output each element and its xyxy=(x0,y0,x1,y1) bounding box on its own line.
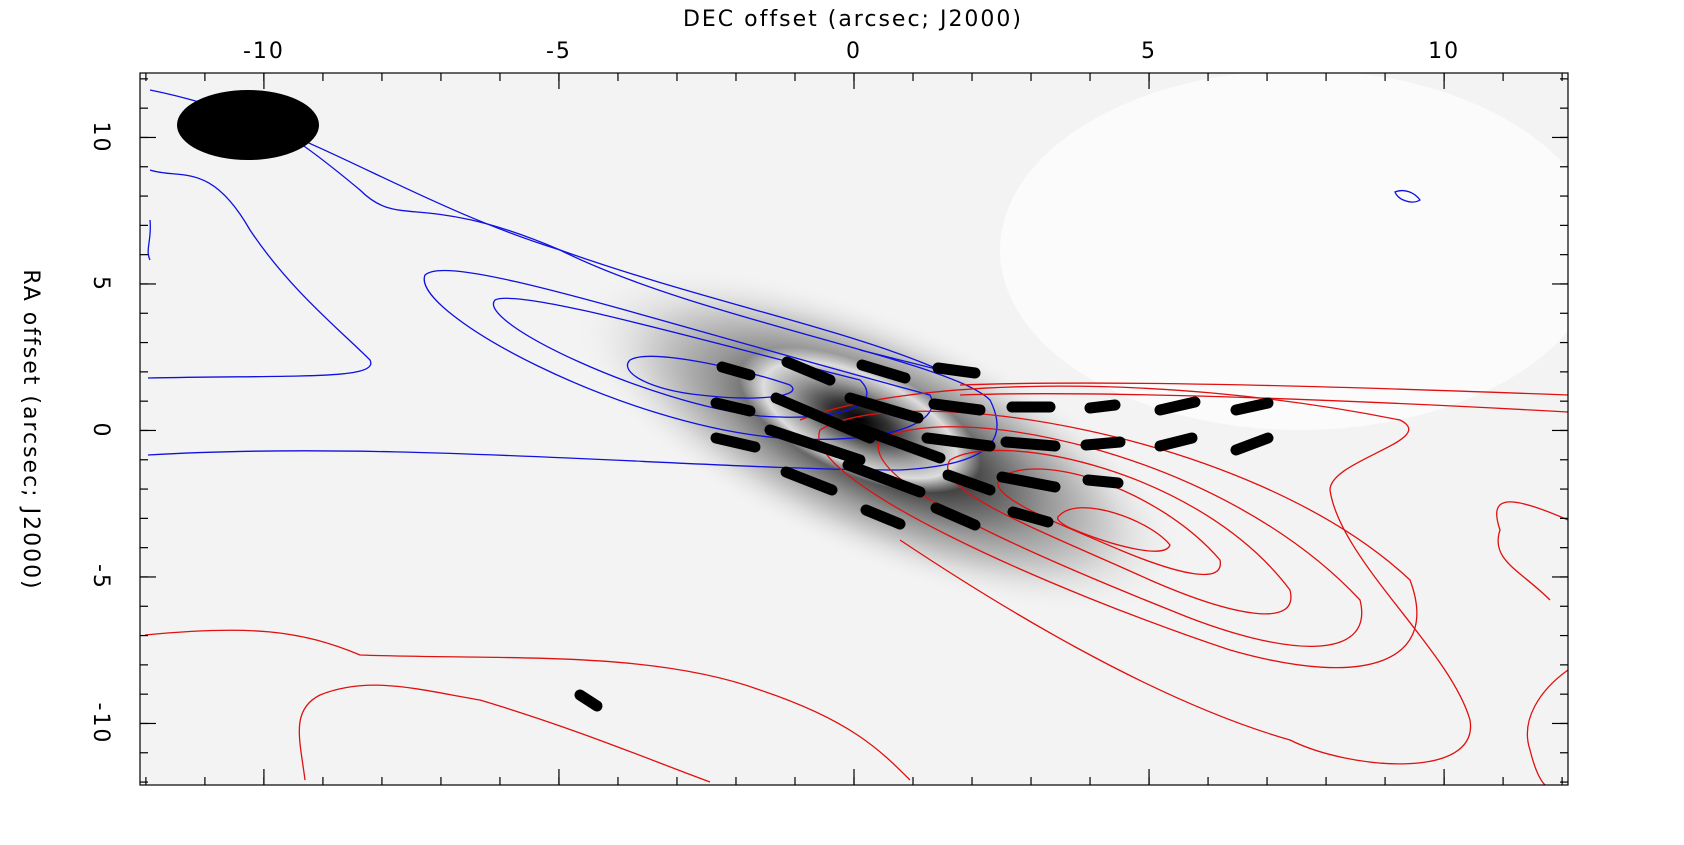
y-tick-label: 0 xyxy=(88,422,113,438)
x-tick-label: 10 xyxy=(1428,39,1460,64)
chart: DEC offset (arcsec; J2000) RA offset (ar… xyxy=(0,0,1684,845)
y-tick-label: 10 xyxy=(88,121,113,153)
beam xyxy=(177,90,319,160)
x-tick-label: 0 xyxy=(846,39,862,64)
y-tick-label: 5 xyxy=(88,276,113,292)
y-tick-label: -5 xyxy=(88,564,113,590)
background-patch xyxy=(1000,70,1600,430)
x-tick-label: 5 xyxy=(1141,39,1157,64)
x-axis-label: DEC offset (arcsec; J2000) xyxy=(683,7,1023,32)
plot-area xyxy=(140,70,1600,785)
x-tick-label: -5 xyxy=(546,39,572,64)
y-tick-label: -10 xyxy=(88,703,113,745)
y-axis-label: RA offset (arcsec; J2000) xyxy=(18,269,43,590)
x-tick-label: -10 xyxy=(243,39,285,64)
